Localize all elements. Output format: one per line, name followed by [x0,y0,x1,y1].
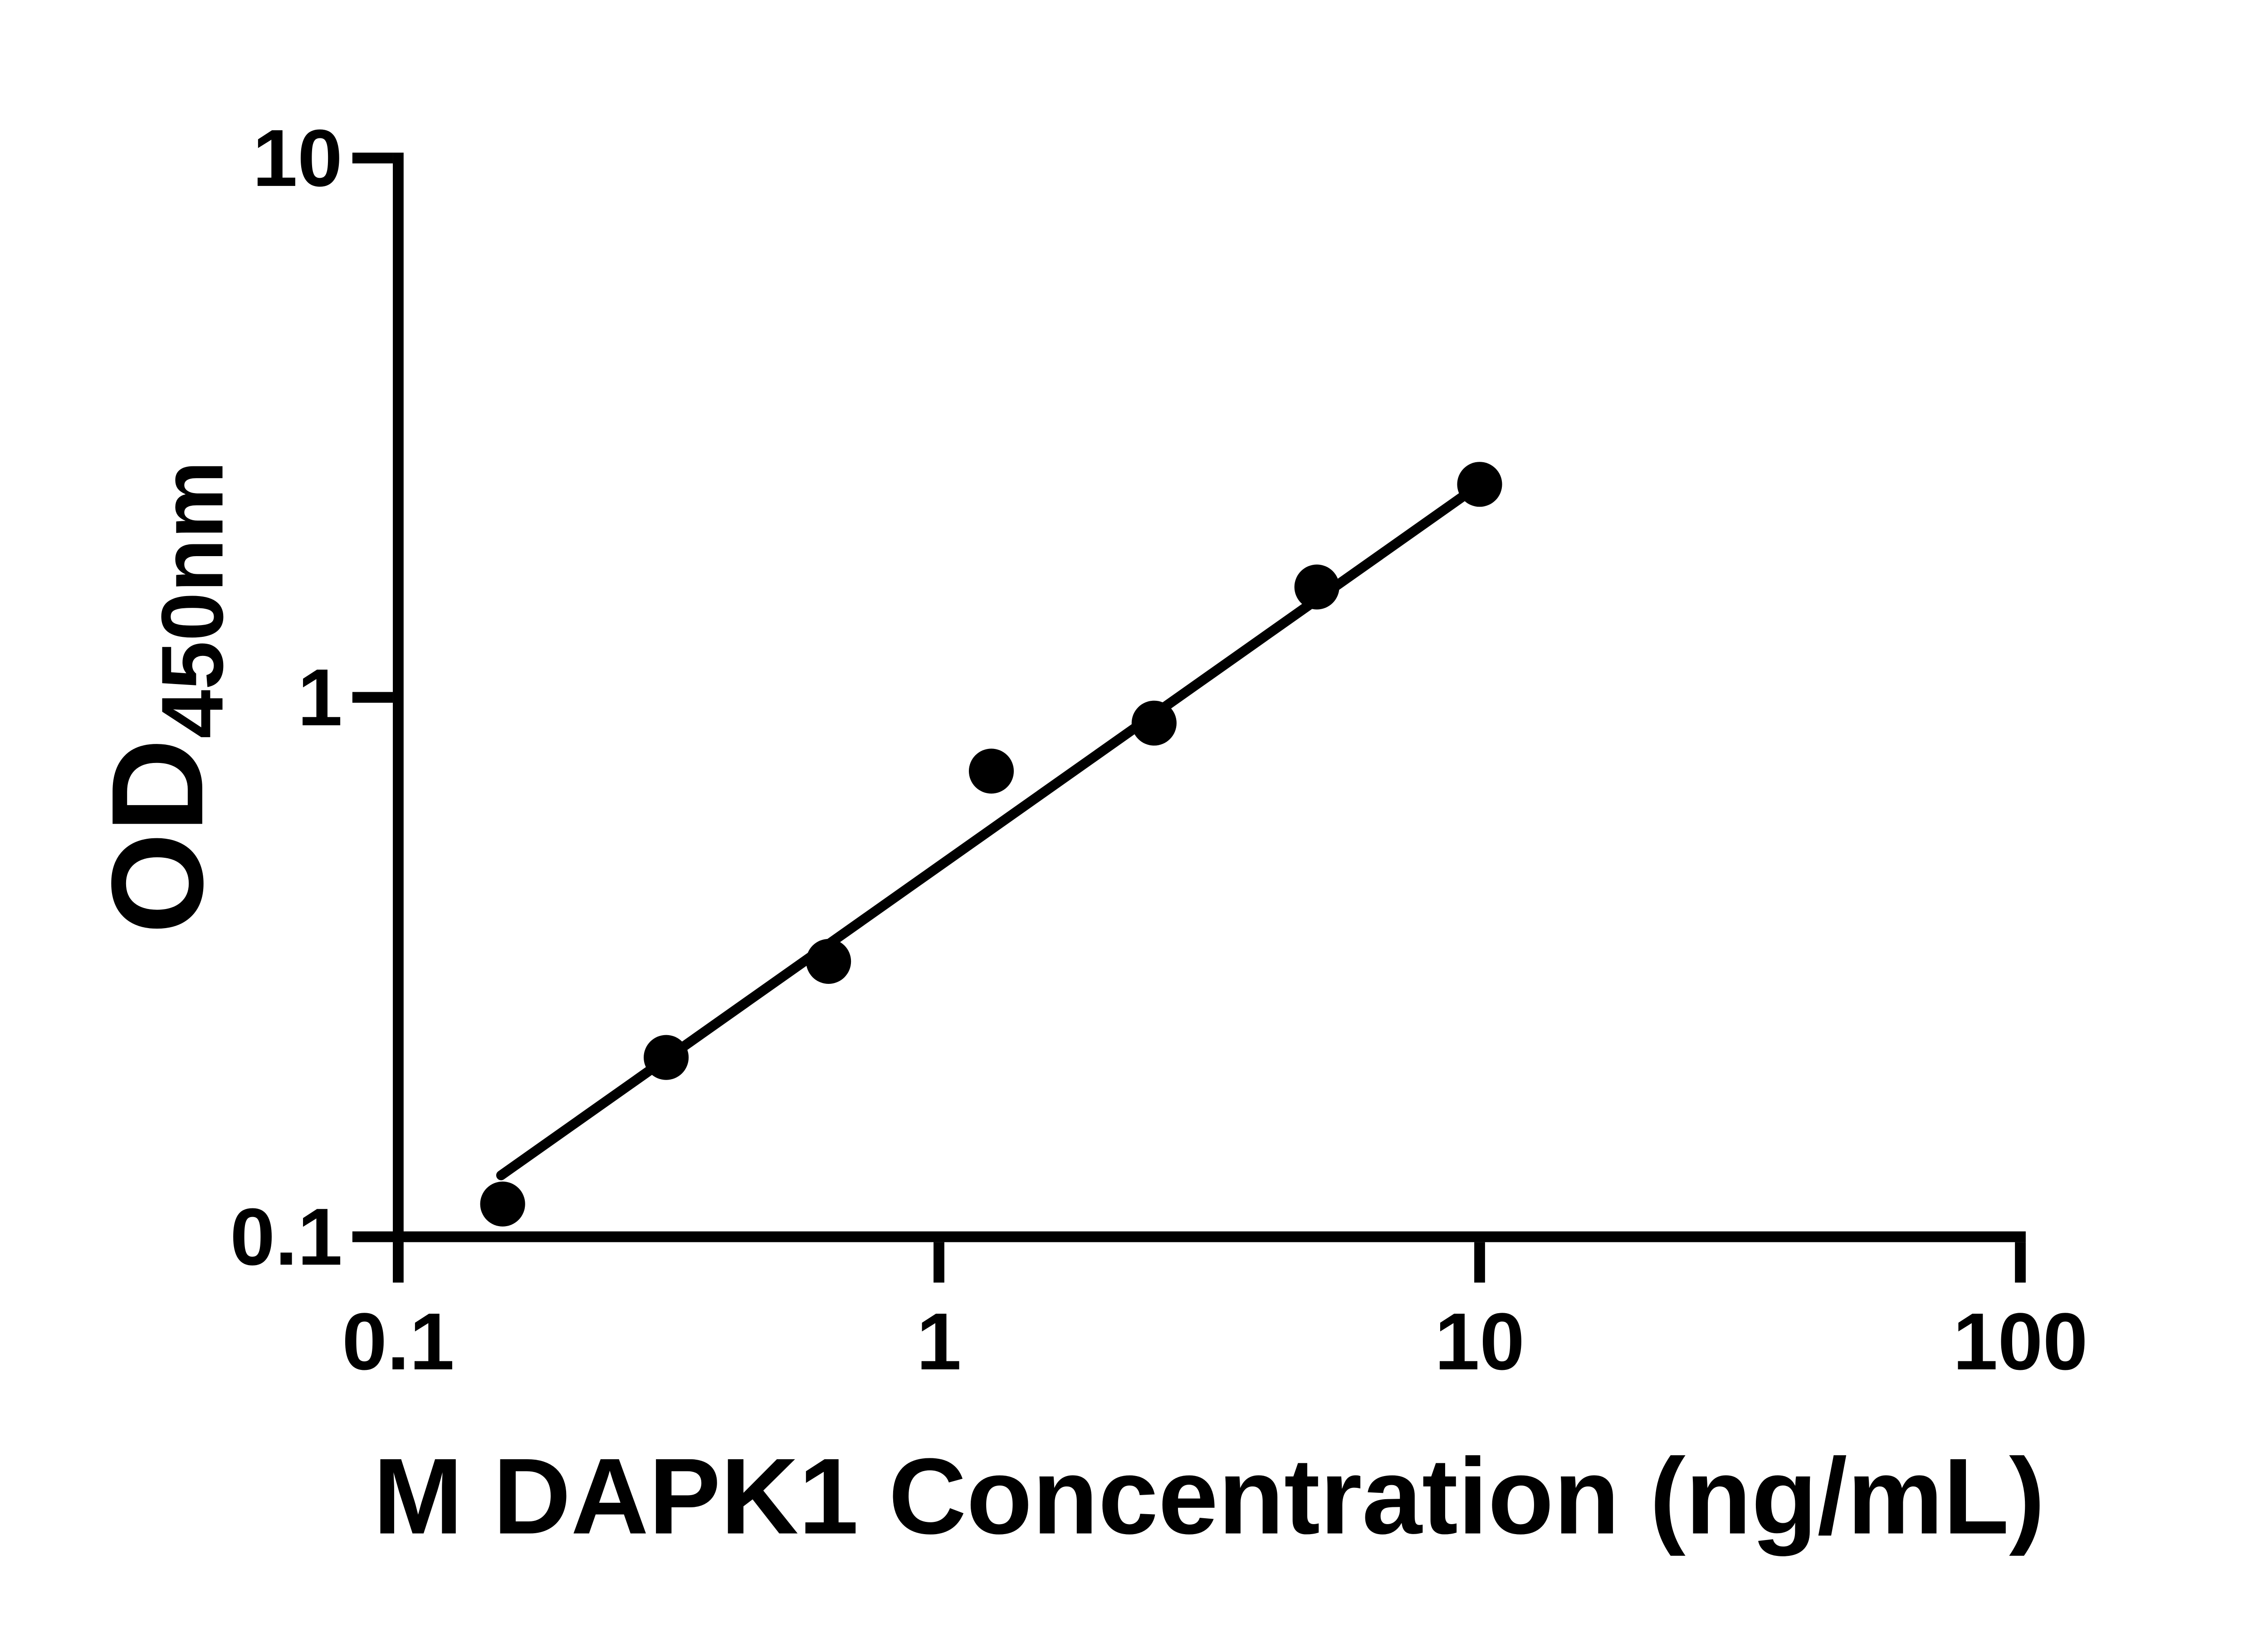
x-axis-title: M DAPK1 Concentration (ng/mL) [373,1436,2045,1556]
data-point [1294,564,1339,610]
data-point [480,1181,525,1227]
y-tick-label: 10 [253,113,342,203]
data-points [480,462,1502,1227]
x-tick-label: 0.1 [342,1296,455,1387]
data-point [968,748,1014,794]
data-point [644,1035,689,1080]
y-axis-title-subscript: 450nm [143,461,241,738]
axes: 0.1 1 10 100 0.1 1 10 [230,113,2088,1387]
data-point [806,939,851,984]
data-point [1131,700,1177,746]
y-axis-title-main: OD [84,738,230,934]
y-tick-label: 0.1 [230,1192,342,1282]
y-axis-title: OD450nm [84,461,241,934]
x-tick-label: 100 [1953,1296,2088,1387]
x-tick-label: 10 [1435,1296,1525,1387]
x-tick-label: 1 [916,1296,961,1387]
data-point [1457,462,1502,507]
y-tick-label: 1 [298,652,342,743]
